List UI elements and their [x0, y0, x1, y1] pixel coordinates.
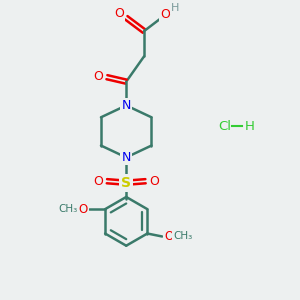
Text: CH₃: CH₃: [58, 204, 78, 214]
Text: H: H: [244, 120, 254, 133]
Text: O: O: [160, 8, 170, 21]
Text: CH₃: CH₃: [173, 232, 193, 242]
Text: S: S: [121, 176, 131, 190]
Text: H: H: [171, 3, 179, 13]
Text: O: O: [114, 7, 124, 20]
Text: O: O: [78, 202, 87, 216]
Text: O: O: [164, 230, 173, 243]
Text: Cl: Cl: [218, 120, 231, 133]
Text: N: N: [122, 151, 131, 164]
Text: N: N: [122, 99, 131, 112]
Text: O: O: [93, 70, 103, 83]
Text: O: O: [149, 175, 159, 188]
Text: O: O: [93, 175, 103, 188]
